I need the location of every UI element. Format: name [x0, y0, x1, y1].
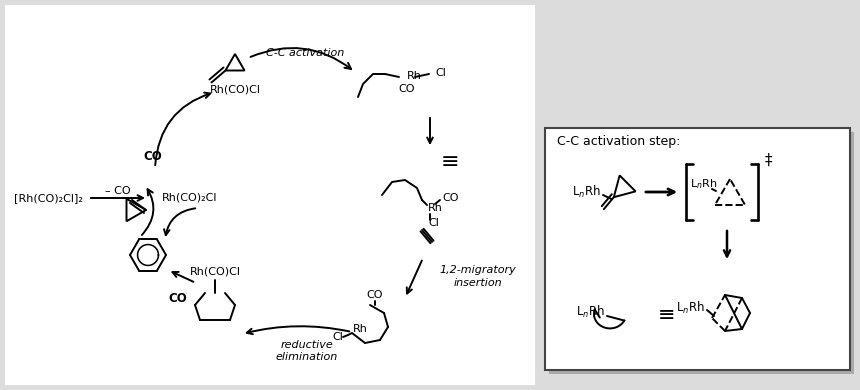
Text: Cl: Cl — [428, 218, 439, 228]
Text: ≡: ≡ — [440, 152, 459, 172]
Text: reductive: reductive — [280, 340, 334, 350]
Text: L$_n$Rh: L$_n$Rh — [676, 300, 705, 316]
Text: – CO: – CO — [105, 186, 131, 196]
Text: elimination: elimination — [276, 352, 338, 362]
Text: Rh: Rh — [407, 71, 422, 81]
Text: ≡: ≡ — [658, 305, 676, 325]
Bar — [5, 5, 535, 385]
Text: CO: CO — [169, 291, 187, 305]
Text: L$_n$Rh: L$_n$Rh — [572, 184, 601, 200]
Text: Cl: Cl — [333, 332, 343, 342]
Text: Rh(CO)Cl: Rh(CO)Cl — [189, 267, 241, 277]
Text: 1,2-migratory: 1,2-migratory — [439, 265, 516, 275]
Text: Rh: Rh — [428, 203, 443, 213]
Text: CO: CO — [366, 290, 384, 300]
Text: L$_n$Rh: L$_n$Rh — [576, 304, 605, 320]
Text: CO: CO — [144, 151, 163, 163]
Text: [Rh(CO)₂Cl]₂: [Rh(CO)₂Cl]₂ — [14, 193, 83, 203]
Text: C-C activation step:: C-C activation step: — [557, 135, 680, 149]
Text: Rh(CO)Cl: Rh(CO)Cl — [210, 85, 261, 95]
Text: Rh: Rh — [353, 324, 367, 334]
Bar — [549, 132, 854, 374]
Text: ‡: ‡ — [765, 152, 772, 167]
Text: insertion: insertion — [454, 278, 502, 288]
Bar — [545, 128, 850, 370]
Text: Rh(CO)₂Cl: Rh(CO)₂Cl — [163, 193, 218, 203]
Text: C-C activation: C-C activation — [266, 48, 344, 58]
Text: L$_n$Rh: L$_n$Rh — [691, 177, 718, 191]
Text: CO: CO — [442, 193, 458, 203]
Text: Cl: Cl — [435, 68, 445, 78]
Text: CO: CO — [399, 84, 415, 94]
